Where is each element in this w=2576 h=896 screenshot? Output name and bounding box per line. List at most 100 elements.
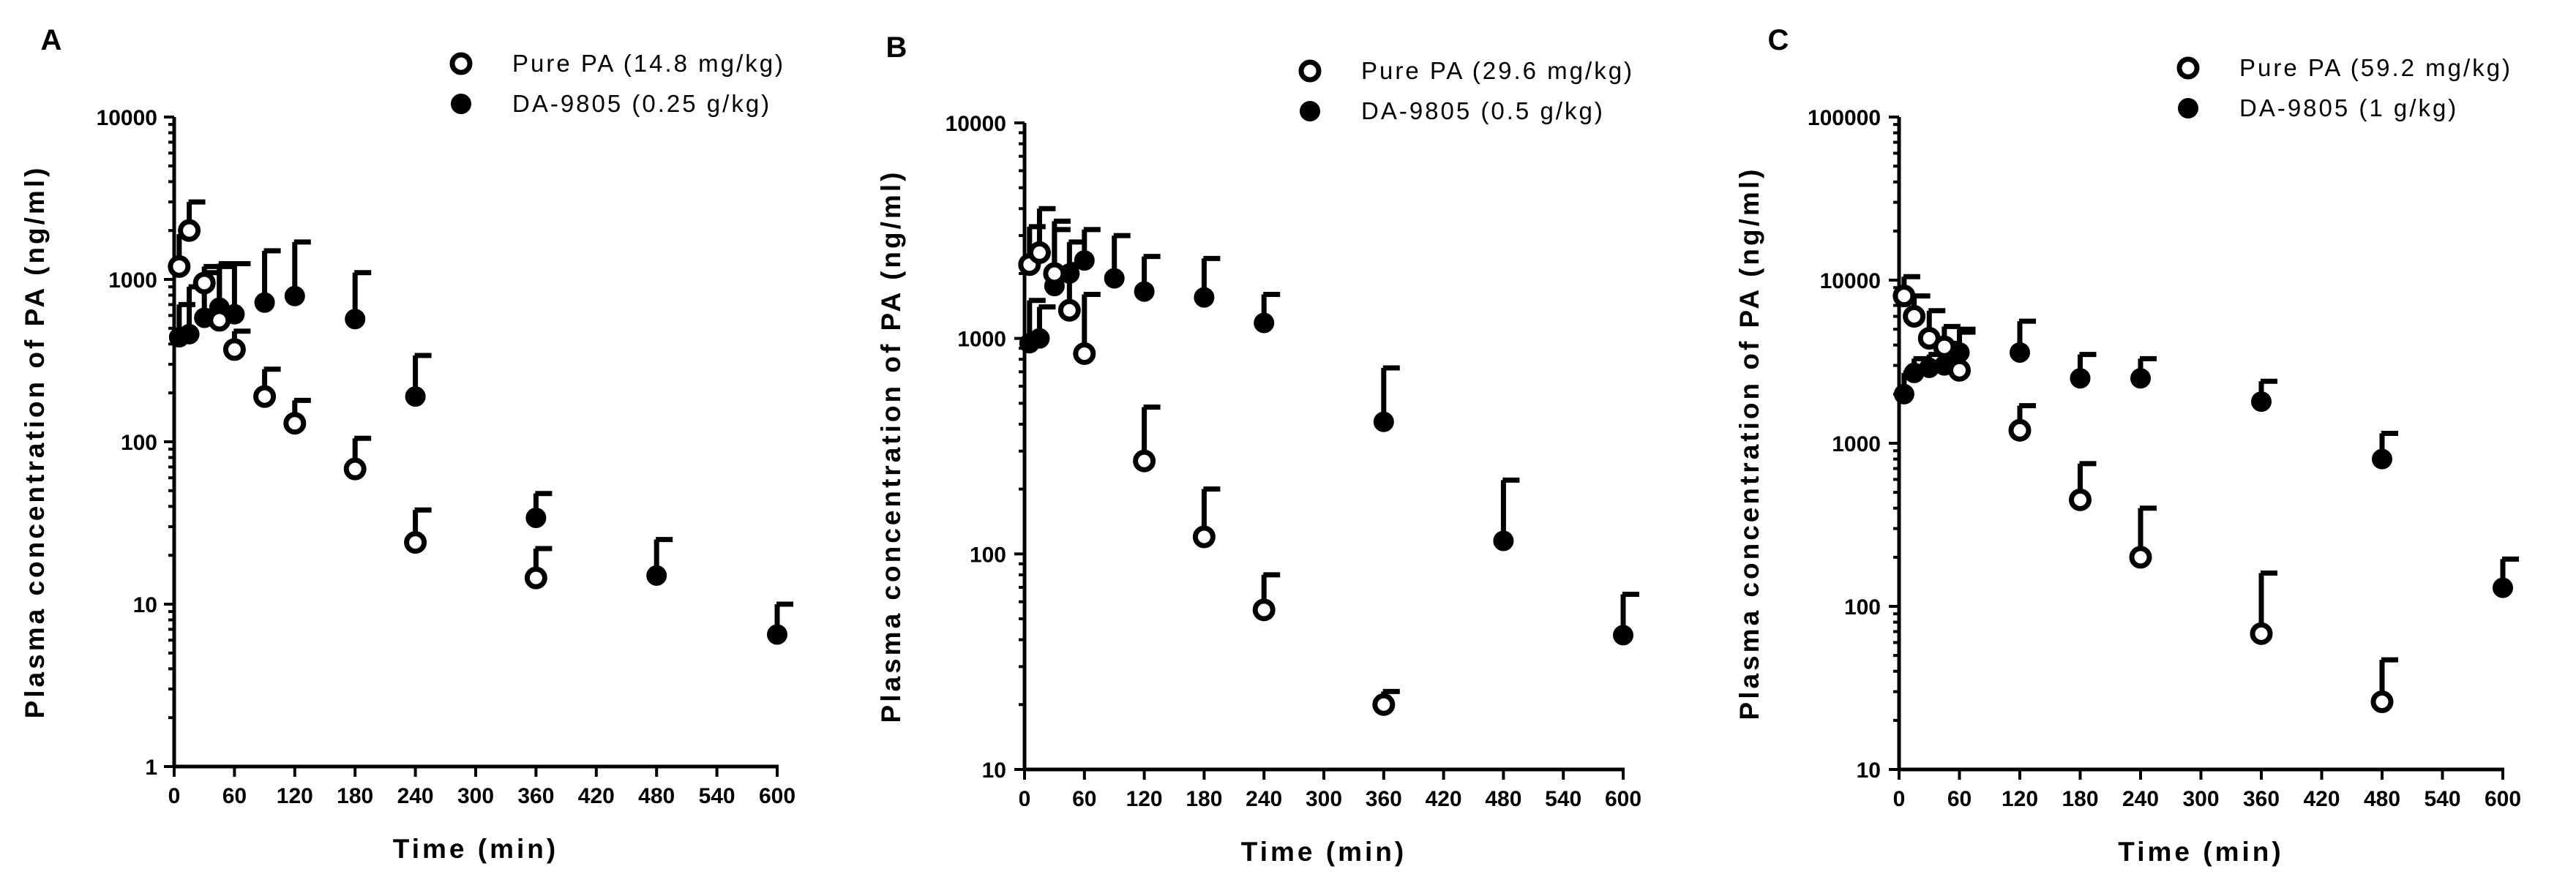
y-tick-label: 10 [133,593,157,617]
x-tick-label: 120 [2002,787,2038,811]
y-tick-label: 100000 [1808,106,1881,130]
data-point-da-9805 [254,292,275,313]
data-point-da-9805 [1613,625,1633,646]
x-tick-label: 60 [1947,787,1972,811]
data-point-da-9805 [1254,312,1275,334]
x-tick-label: 60 [222,784,247,808]
data-point-da-9805 [2372,448,2392,470]
data-point-pure-pa [1372,693,1396,716]
x-tick-label: 240 [397,784,434,808]
y-tick-label: 1000 [1832,432,1881,456]
data-point-pure-pa [1073,342,1096,365]
data-point-pure-pa [2129,546,2152,569]
x-tick-label: 240 [2122,787,2159,811]
x-tick-label: 480 [638,784,675,808]
data-point-pure-pa [192,271,216,295]
panel-label: A [41,24,62,56]
data-point-pure-pa [1252,598,1276,622]
x-tick-label: 480 [2364,787,2400,811]
data-point-da-9805 [1104,268,1125,289]
data-point-pure-pa [1892,285,1916,308]
legend-label: Pure PA (29.6 mg/kg) [1361,57,1634,84]
data-point-da-9805 [2130,368,2151,389]
data-point-da-9805 [646,565,667,586]
data-point-da-9805 [1194,287,1215,308]
data-point-pure-pa [1948,358,1971,382]
y-tick-label: 10 [1857,758,1881,783]
legend-marker-open [449,52,473,75]
y-tick-label: 10000 [97,106,157,130]
data-point-pure-pa [283,412,307,435]
y-tick-label: 1000 [957,328,1006,352]
data-point-da-9805 [1493,530,1514,551]
data-point-pure-pa [1043,262,1066,285]
x-tick-label: 600 [2485,787,2521,811]
legend-label: Pure PA (14.8 mg/kg) [512,50,785,77]
data-point-da-9805 [525,508,547,529]
legend-label: DA-9805 (0.5 g/kg) [1361,97,1605,124]
y-axis-title: Plasma concentration of PA (ng/ml) [876,170,906,723]
x-tick-label: 360 [1366,787,1402,811]
x-tick-label: 300 [457,784,494,808]
y-tick-label: 10 [982,758,1006,783]
y-tick-label: 10000 [1820,269,1881,293]
x-tick-label: 540 [2424,787,2460,811]
x-axis-title: Time (min) [1241,837,1407,867]
panel-label: B [886,31,907,64]
x-tick-label: 180 [1186,787,1222,811]
y-axis-title: Plasma concentration of PA (ng/ml) [20,165,50,719]
x-tick-label: 0 [168,784,181,808]
legend-marker-filled [1300,101,1320,121]
data-point-pure-pa [168,255,191,278]
data-point-pure-pa [1133,449,1156,473]
data-point-pure-pa [524,566,547,590]
legend-label: Pure PA (59.2 mg/kg) [2239,54,2512,81]
data-point-pure-pa [1057,298,1081,322]
data-point-pure-pa [2250,622,2273,645]
data-point-da-9805 [1134,281,1155,302]
x-tick-label: 180 [2062,787,2098,811]
legend-marker-open [2176,56,2200,80]
x-tick-label: 360 [517,784,554,808]
data-point-pure-pa [1027,241,1051,264]
x-tick-label: 0 [1893,787,1906,811]
x-tick-label: 180 [337,784,373,808]
data-point-da-9805 [767,624,787,645]
data-point-da-9805 [1029,328,1050,349]
data-point-pure-pa [2069,488,2092,511]
data-point-pure-pa [1192,525,1216,549]
x-tick-label: 120 [277,784,313,808]
legend-marker-filled [451,94,471,114]
panel-a: A 1 10 100 1000 10000 0 60 120 180 240 300 360 420 480… [20,24,795,864]
data-point-pure-pa [1903,304,1926,328]
x-axis-title: Time (min) [2118,837,2283,867]
x-tick-label: 420 [578,784,615,808]
panel-c: C 10 100 1000 10000 100000 0 60 120 180 240 300 360 4… [1734,24,2521,867]
data-point-da-9805 [179,323,200,345]
x-tick-label: 60 [1072,787,1096,811]
data-point-pure-pa [1933,335,1956,358]
panel-label: C [1768,24,1789,56]
data-point-da-9805 [2010,342,2030,363]
x-tick-label: 540 [1545,787,1581,811]
data-point-pure-pa [222,338,246,361]
x-tick-label: 240 [1246,787,1282,811]
y-tick-label: 100 [970,543,1006,567]
legend-marker-open [1298,59,1322,83]
legend-marker-filled [2178,98,2198,118]
data-point-da-9805 [284,285,305,306]
x-tick-label: 540 [699,784,735,808]
data-point-da-9805 [1373,411,1394,432]
data-point-da-9805 [2493,577,2513,598]
x-tick-label: 300 [2182,787,2219,811]
x-tick-label: 0 [1019,787,1031,811]
x-tick-label: 420 [2303,787,2340,811]
legend-label: DA-9805 (1 g/kg) [2239,94,2458,121]
data-point-da-9805 [2070,368,2091,389]
y-tick-label: 100 [1844,595,1881,620]
legend-label: DA-9805 (0.25 g/kg) [512,90,771,117]
x-tick-label: 420 [1426,787,1462,811]
panel-b: B 10 100 1000 10000 0 60 120 180 240 300 360 420 480 5… [876,31,1641,867]
data-point-da-9805 [1893,383,1914,404]
